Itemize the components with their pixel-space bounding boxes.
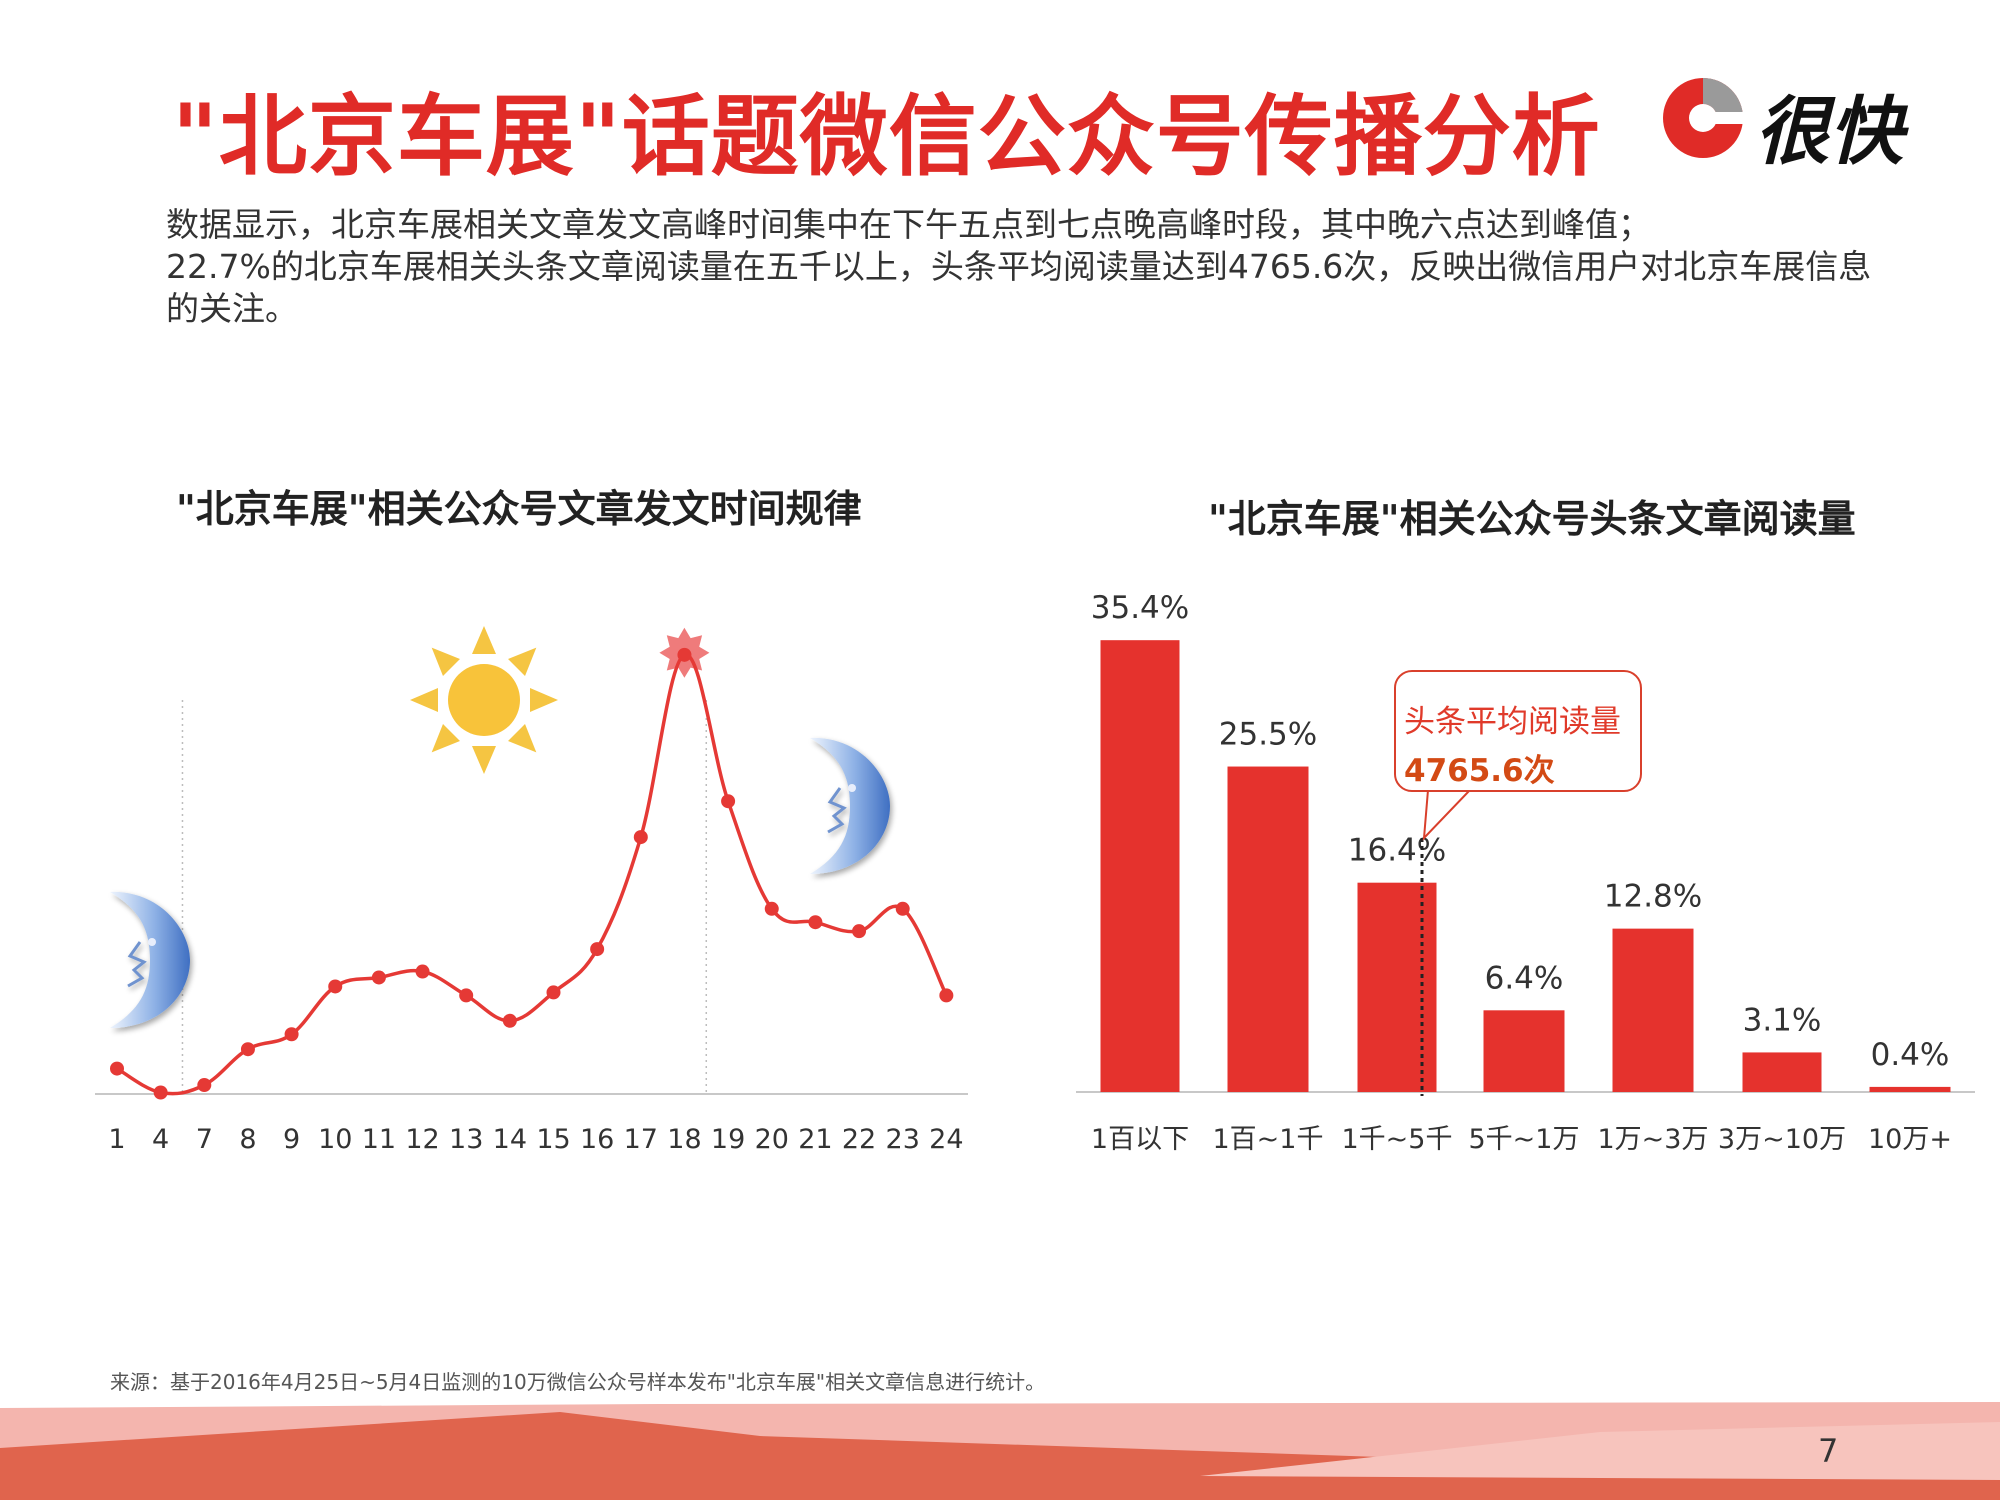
page-number: 7 bbox=[1818, 1432, 1839, 1470]
x-tick-label: 20 bbox=[755, 1124, 789, 1155]
description: 数据显示，北京车展相关文章发文高峰时间集中在下午五点到七点晚高峰时段，其中晚六点… bbox=[166, 204, 1886, 330]
logo-mark-icon bbox=[1663, 78, 1747, 158]
x-tick-label: 23 bbox=[886, 1124, 920, 1155]
data-point bbox=[328, 979, 343, 994]
data-point bbox=[284, 1027, 299, 1042]
description-line-1: 数据显示，北京车展相关文章发文高峰时间集中在下午五点到七点晚高峰时段，其中晚六点… bbox=[166, 205, 1651, 244]
x-tick-label: 5千~1万 bbox=[1469, 1124, 1580, 1155]
x-tick-label: 19 bbox=[711, 1124, 745, 1155]
footer-band-dark bbox=[0, 1412, 2000, 1500]
page-title: "北京车展"话题微信公众号传播分析 bbox=[172, 85, 1601, 188]
data-point bbox=[110, 1061, 124, 1076]
x-tick-label: 15 bbox=[536, 1124, 570, 1155]
data-point bbox=[240, 1042, 255, 1057]
x-tick-label: 10 bbox=[318, 1124, 352, 1155]
logo-text: 很快 bbox=[1755, 89, 1903, 175]
bar bbox=[1869, 1086, 1951, 1092]
data-point bbox=[764, 901, 779, 916]
bar bbox=[1227, 766, 1309, 1092]
series-line bbox=[116, 653, 948, 1096]
line-chart: 1 4 7 8 9 10 11 12 13 14 15 16 17 18 19 20 21 22 23 24 bbox=[95, 626, 968, 1155]
data-label: 0.4% bbox=[1871, 1037, 1950, 1073]
x-tick-label: 16 bbox=[580, 1124, 614, 1155]
callout-value: 4765.6次 bbox=[1404, 753, 1555, 789]
x-tick-label: 21 bbox=[798, 1124, 832, 1155]
bar bbox=[1742, 1052, 1822, 1092]
data-point bbox=[459, 988, 474, 1003]
x-tick-label: 14 bbox=[493, 1124, 527, 1155]
x-tick-label: 3万~10万 bbox=[1718, 1124, 1846, 1155]
bar bbox=[1612, 928, 1694, 1092]
data-point bbox=[153, 1085, 168, 1100]
bar-chart: 35.4% 1百以下 25.5% 1百~1千 16.4% 1千~5千 6.4% 5千~1万 12… bbox=[1076, 590, 1975, 1155]
callout-pointer bbox=[1422, 789, 1473, 841]
data-point bbox=[895, 901, 910, 916]
bar bbox=[1483, 1010, 1565, 1092]
data-label: 6.4% bbox=[1485, 960, 1564, 996]
line-chart-title: "北京车展"相关公众号文章发文时间规律 bbox=[176, 487, 862, 531]
moon-icon bbox=[810, 737, 890, 874]
x-tick-label: 4 bbox=[152, 1124, 169, 1155]
x-tick-label: 1 bbox=[108, 1124, 125, 1155]
data-label: 16.4% bbox=[1348, 833, 1446, 869]
footer-band-highlight bbox=[1200, 1422, 2000, 1480]
data-point bbox=[633, 830, 648, 845]
data-point bbox=[721, 794, 736, 809]
data-point bbox=[808, 915, 823, 930]
x-tick-label: 8 bbox=[239, 1124, 256, 1155]
x-tick-label: 18 bbox=[667, 1124, 701, 1155]
x-tick-label: 1百~1千 bbox=[1213, 1124, 1324, 1155]
source-note: 来源：基于2016年4月25日~5月4日监测的10万微信公众号样本发布"北京车展… bbox=[110, 1370, 1046, 1394]
callout-label: 头条平均阅读量 bbox=[1404, 704, 1621, 740]
data-point bbox=[852, 924, 867, 939]
x-tick-label: 11 bbox=[362, 1124, 396, 1155]
data-point bbox=[502, 1013, 517, 1028]
x-tick-label: 1百以下 bbox=[1091, 1124, 1189, 1155]
footer-decoration bbox=[0, 1402, 2000, 1500]
x-tick-label: 1万~3万 bbox=[1598, 1124, 1709, 1155]
x-tick-label: 22 bbox=[842, 1124, 876, 1155]
data-point bbox=[590, 942, 605, 957]
description-line-2: 22.7%的北京车展相关头条文章阅读量在五千以上，头条平均阅读量达到4765.6… bbox=[166, 247, 1872, 328]
x-tick-label: 7 bbox=[196, 1124, 213, 1155]
data-label: 12.8% bbox=[1604, 879, 1702, 915]
x-tick-label: 13 bbox=[449, 1124, 483, 1155]
x-tick-label: 1千~5千 bbox=[1342, 1124, 1453, 1155]
data-label: 25.5% bbox=[1219, 717, 1317, 753]
bar-chart-title: "北京车展"相关公众号头条文章阅读量 bbox=[1208, 497, 1856, 541]
moon-icon bbox=[110, 891, 190, 1028]
data-label: 3.1% bbox=[1743, 1002, 1822, 1038]
data-point bbox=[197, 1078, 212, 1093]
bar bbox=[1100, 640, 1180, 1092]
data-point bbox=[415, 964, 430, 979]
bar bbox=[1357, 882, 1437, 1092]
sun-icon bbox=[410, 626, 558, 774]
x-tick-label: 12 bbox=[405, 1124, 439, 1155]
brand-logo: 很快 bbox=[1655, 68, 1915, 175]
data-point bbox=[546, 985, 561, 1000]
x-tick-label: 9 bbox=[283, 1124, 300, 1155]
x-tick-label: 10万+ bbox=[1868, 1124, 1952, 1155]
data-label: 35.4% bbox=[1091, 590, 1189, 626]
average-reads-callout: 头条平均阅读量 4765.6次 bbox=[1394, 670, 1642, 792]
data-point bbox=[371, 970, 386, 985]
x-tick-label: 24 bbox=[929, 1124, 963, 1155]
x-tick-label: 17 bbox=[624, 1124, 658, 1155]
data-point bbox=[939, 988, 954, 1003]
data-point bbox=[677, 647, 692, 662]
